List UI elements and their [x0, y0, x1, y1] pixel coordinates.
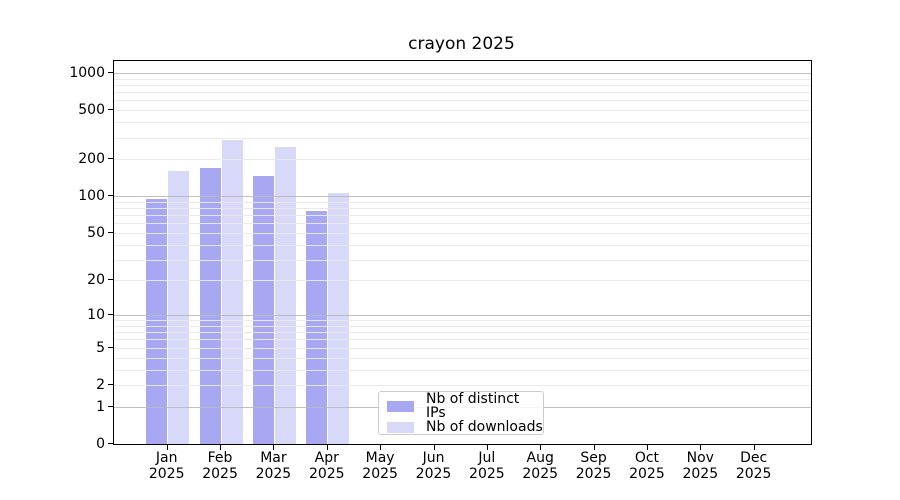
bar-downloads-apr — [328, 193, 350, 444]
gridline-minor — [114, 385, 811, 386]
x-tick-label: Jun 2025 — [415, 450, 452, 482]
grid-layer — [114, 61, 811, 444]
gridline-major — [114, 196, 811, 198]
x-tick-mark — [593, 445, 595, 450]
y-tick-mark — [108, 346, 113, 348]
legend-entry-distinct-ips: Nb of distinct IPs — [387, 392, 543, 420]
y-tick-mark — [108, 231, 113, 233]
gridline-minor — [114, 201, 811, 203]
gridline-minor — [114, 84, 811, 86]
y-tick-mark — [108, 384, 113, 385]
gridline-minor — [114, 357, 811, 359]
y-tick-mark — [108, 195, 113, 197]
x-tick-label: Apr 2025 — [308, 450, 345, 482]
gridline-minor — [114, 92, 811, 94]
y-tick-mark — [108, 279, 113, 281]
gridline-minor — [114, 122, 811, 124]
x-tick-mark — [486, 445, 488, 450]
plot-area — [113, 60, 812, 445]
gridline-minor — [114, 259, 811, 261]
gridline-major — [114, 315, 811, 317]
y-tick-label: 200 — [78, 151, 105, 168]
x-tick-label: Sep 2025 — [575, 450, 612, 482]
x-tick-label: Feb 2025 — [202, 450, 238, 482]
gridline-minor — [114, 326, 811, 327]
y-tick-label: 1 — [96, 398, 105, 415]
x-tick-label: Dec 2025 — [735, 450, 772, 482]
x-tick-mark — [700, 445, 702, 450]
x-tick-label: Mar 2025 — [255, 450, 292, 482]
bar-distinct-ips-feb — [199, 167, 221, 444]
gridline-minor — [114, 110, 811, 112]
y-tick-mark — [108, 314, 113, 316]
x-tick-label: Nov 2025 — [682, 450, 719, 482]
gridline-minor — [114, 339, 811, 341]
y-tick-mark — [108, 71, 113, 73]
gridline-minor — [114, 78, 811, 80]
gridline-minor — [114, 347, 811, 349]
y-tick-label: 100 — [78, 188, 105, 205]
legend-swatch-distinct-ips — [387, 400, 414, 412]
x-tick-mark — [220, 445, 222, 450]
y-tick-label: 1000 — [69, 64, 105, 81]
y-tick-mark — [108, 158, 113, 160]
x-tick-mark — [273, 445, 275, 450]
y-tick-label: 50 — [87, 224, 105, 241]
gridline-minor — [114, 159, 811, 161]
legend: Nb of distinct IPs Nb of downloads — [378, 391, 544, 435]
x-tick-mark — [433, 445, 435, 450]
y-tick-label: 500 — [78, 102, 105, 119]
gridline-minor — [114, 244, 811, 246]
gridline-minor — [114, 320, 811, 322]
x-tick-mark — [540, 445, 542, 450]
x-tick-mark — [380, 445, 382, 450]
x-tick-mark — [646, 445, 648, 450]
gridline-minor — [114, 137, 811, 139]
legend-label-distinct-ips: Nb of distinct IPs — [426, 391, 520, 421]
x-tick-mark — [166, 445, 168, 450]
gridline-minor — [114, 223, 811, 225]
gridline-minor — [114, 232, 811, 234]
x-tick-label: Jan 2025 — [148, 450, 185, 482]
bar-distinct-ips-jan — [146, 199, 168, 444]
gridline-major — [114, 72, 811, 74]
chart-title: crayon 2025 — [408, 34, 515, 54]
x-tick-label: May 2025 — [362, 450, 398, 482]
gridline-minor — [114, 332, 811, 334]
y-tick-mark — [108, 109, 113, 111]
legend-entry-downloads: Nb of downloads — [387, 420, 543, 434]
x-tick-label: Oct 2025 — [629, 450, 665, 482]
legend-swatch-downloads — [387, 421, 414, 433]
y-tick-mark — [108, 405, 113, 407]
x-tick-mark — [326, 445, 328, 450]
y-tick-mark — [108, 443, 113, 444]
y-tick-label: 0 — [96, 436, 105, 452]
gridline-minor — [114, 280, 811, 282]
x-tick-label: Aug 2025 — [522, 450, 559, 482]
bar-downloads-jan — [168, 170, 190, 444]
y-tick-label: 10 — [87, 307, 105, 324]
gridline-minor — [114, 208, 811, 209]
gridline-minor — [114, 100, 811, 102]
gridline-minor — [114, 369, 811, 371]
x-tick-label: Jul 2025 — [469, 450, 505, 482]
y-tick-label: 5 — [96, 339, 105, 356]
gridline-minor — [114, 215, 811, 217]
legend-label-downloads: Nb of downloads — [426, 419, 543, 435]
y-tick-label: 20 — [87, 272, 105, 289]
y-tick-label: 2 — [96, 377, 105, 393]
bar-distinct-ips-mar — [252, 176, 274, 444]
x-tick-mark — [753, 445, 755, 450]
